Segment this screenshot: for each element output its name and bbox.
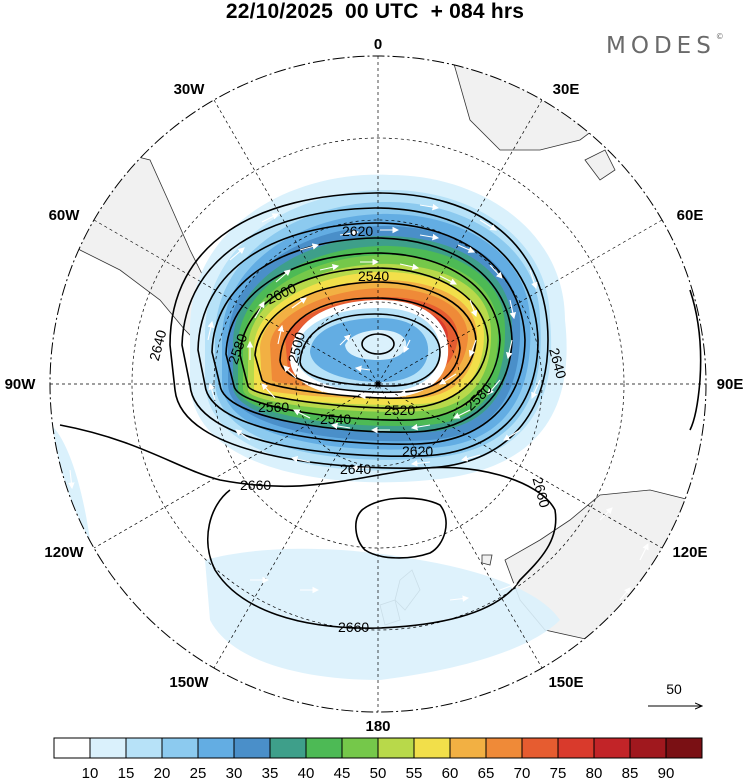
- colorbar-box: [449, 737, 487, 759]
- lon-label-60e: 60E: [677, 207, 704, 224]
- contour-label: 2540: [320, 411, 351, 427]
- contour-label: 2540: [358, 268, 389, 284]
- brand-name: MODES: [606, 33, 716, 59]
- colorbar: 10 15 20 25 30 35 40 45 50 55 60 65 70 75 80 85 90: [53, 737, 703, 782]
- colorbar-box: [485, 737, 523, 759]
- map-disc: 2620 2540 2600 2580 2640 2500 2560 2540 …: [50, 56, 706, 712]
- colorbar-tick-label: 40: [298, 765, 315, 782]
- colorbar-box: [629, 737, 667, 759]
- lon-label-150e: 150E: [548, 674, 583, 691]
- colorbar-tick-label: 25: [190, 765, 207, 782]
- lon-label-150w: 150W: [169, 674, 209, 691]
- lon-label-30e: 30E: [553, 81, 580, 98]
- longitude-labels: 0 30W 30E 60W 60E 90W 90E 120W 120E 150W…: [5, 36, 744, 735]
- contour-label: 2660: [529, 475, 553, 509]
- colorbar-box: [341, 737, 379, 759]
- landmass-small-island: [481, 554, 493, 566]
- colorbar-tick-label: 20: [154, 765, 171, 782]
- lon-label-90e: 90E: [717, 376, 744, 393]
- contour-label: 2500: [285, 330, 309, 364]
- contour-label: 2620: [402, 443, 433, 459]
- lon-label-90w: 90W: [5, 376, 37, 393]
- colorbar-tick-label: 30: [226, 765, 243, 782]
- lon-label-120w: 120W: [44, 544, 84, 561]
- colorbar-tick-label: 75: [550, 765, 567, 782]
- colorbar-tick-label: 10: [82, 765, 99, 782]
- colorbar-tick-label: 50: [370, 765, 387, 782]
- colorbar-tick-label: 60: [442, 765, 459, 782]
- colorbar-box: [197, 737, 235, 759]
- contour-label: 2560: [258, 399, 289, 415]
- south-pole-marker: [375, 381, 381, 387]
- contour-label: 2640: [340, 461, 371, 477]
- contour-label: 2640: [146, 328, 170, 362]
- colorbar-tick-label: 35: [262, 765, 279, 782]
- map-boundary: [49, 55, 707, 713]
- colorbar-box: [665, 737, 703, 759]
- colorbar-box: [521, 737, 559, 759]
- colorbar-box: [377, 737, 415, 759]
- colorbar-tick-label: 15: [118, 765, 135, 782]
- colorbar-box: [269, 737, 307, 759]
- brand-mark: ©: [715, 32, 724, 41]
- height-contours: [59, 192, 702, 629]
- colorbar-tick-label: 85: [622, 765, 639, 782]
- colorbar-box: [413, 737, 451, 759]
- contour-label: 2640: [546, 346, 570, 380]
- lon-label-30w: 30W: [174, 81, 206, 98]
- colorbar-box: [125, 737, 163, 759]
- lon-label-60w: 60W: [49, 207, 81, 224]
- colorbar-box: [593, 737, 631, 759]
- colorbar-tick-label: 65: [478, 765, 495, 782]
- wind-speed-shading: [50, 174, 567, 680]
- colorbar-tick-label: 45: [334, 765, 351, 782]
- colorbar-box: [53, 737, 91, 759]
- lon-label-180: 180: [365, 718, 390, 735]
- contour-label: 2660: [338, 619, 369, 635]
- colorbar-tick-label: 55: [406, 765, 423, 782]
- colorbar-boxes: [53, 737, 703, 759]
- lon-label-120e: 120E: [672, 544, 707, 561]
- map-title: 22/10/2025 00 UTC + 084 hrs: [225, 0, 525, 23]
- colorbar-tick-label: 90: [658, 765, 675, 782]
- contour-label: 2520: [384, 402, 415, 418]
- colorbar-tick-label: 70: [514, 765, 531, 782]
- wind-vectors: [68, 203, 649, 602]
- reference-vector-value: 50: [666, 681, 682, 697]
- colorbar-box: [161, 737, 199, 759]
- colorbar-box: [557, 737, 595, 759]
- contour-label: 2660: [240, 477, 271, 493]
- brand-logo: MODES©: [606, 32, 724, 59]
- lon-label-0: 0: [374, 36, 382, 53]
- colorbar-ticks: 10 15 20 25 30 35 40 45 50 55 60 65 70 75 80 85 90: [82, 765, 675, 782]
- contour-label: 2620: [342, 223, 373, 239]
- landmass-madagascar: [584, 149, 616, 181]
- colorbar-box: [89, 737, 127, 759]
- colorbar-box: [305, 737, 343, 759]
- polar-map: 2620 2540 2600 2580 2640 2500 2560 2540 …: [5, 36, 744, 735]
- colorbar-box: [233, 737, 271, 759]
- reference-vector: 50: [648, 681, 702, 706]
- colorbar-tick-label: 80: [586, 765, 603, 782]
